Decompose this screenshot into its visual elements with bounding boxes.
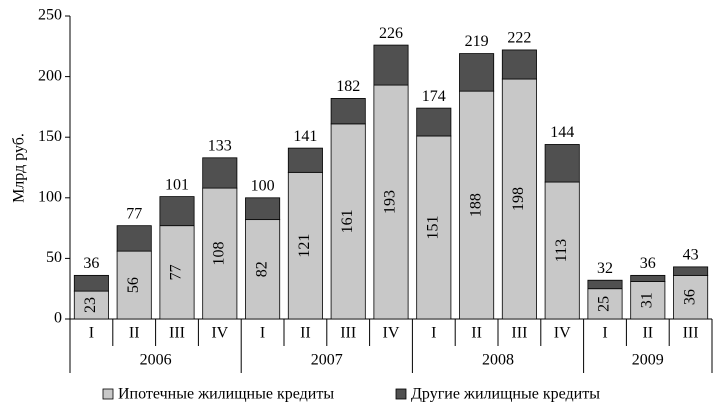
bar-segment xyxy=(159,196,195,227)
total-label: 36 xyxy=(83,255,99,272)
bar-segment xyxy=(501,78,537,320)
total-label: 174 xyxy=(422,88,446,105)
total-label: 219 xyxy=(465,33,489,50)
value-label: 108 xyxy=(210,242,227,266)
x-tick-label: I xyxy=(602,325,607,342)
bar-segment xyxy=(245,197,281,221)
total-label: 141 xyxy=(293,128,317,145)
x-tick-label: II xyxy=(300,325,311,342)
legend-swatch xyxy=(395,388,407,400)
total-label: 100 xyxy=(251,177,275,194)
value-label: 198 xyxy=(510,187,527,211)
bar-segment xyxy=(116,225,152,252)
value-label: 82 xyxy=(253,261,270,277)
value-label: 188 xyxy=(467,193,484,217)
bar-segment xyxy=(587,279,623,290)
y-tick-label: 200 xyxy=(38,67,62,84)
legend-label: Другие жилищные кредиты xyxy=(411,386,600,403)
total-label: 36 xyxy=(640,255,656,272)
y-tick-label: 0 xyxy=(54,310,62,327)
value-label: 25 xyxy=(596,296,613,312)
x-tick-label: III xyxy=(169,325,185,342)
bar-segment xyxy=(544,144,580,183)
bar-segment xyxy=(587,288,623,320)
bar-segment xyxy=(159,225,195,320)
total-label: 182 xyxy=(336,78,360,95)
y-axis-label: Млрд руб. xyxy=(11,133,28,203)
bar-segment xyxy=(630,274,666,282)
bar-segment xyxy=(459,90,495,320)
bar-segment xyxy=(501,49,537,80)
x-tick-label: I xyxy=(89,325,94,342)
bar-segment xyxy=(459,53,495,92)
x-tick-label: IV xyxy=(383,325,400,342)
x-tick-label: I xyxy=(431,325,436,342)
bar-segment xyxy=(73,274,109,292)
bar-segment xyxy=(202,157,238,189)
bar-segment xyxy=(673,266,709,276)
bar-segment xyxy=(373,84,409,320)
x-tick-label: II xyxy=(129,325,140,342)
x-tick-label: IV xyxy=(554,325,571,342)
bar-segment xyxy=(202,187,238,320)
x-tick-label: III xyxy=(340,325,356,342)
group-label: 2008 xyxy=(482,352,514,369)
value-label: 31 xyxy=(638,292,655,308)
value-label: 113 xyxy=(553,239,570,262)
bar-segment xyxy=(373,44,409,86)
value-label: 36 xyxy=(681,289,698,305)
x-tick-label: IV xyxy=(211,325,228,342)
value-label: 161 xyxy=(339,209,356,233)
x-tick-label: II xyxy=(642,325,653,342)
bar-segment xyxy=(330,98,366,125)
x-tick-label: III xyxy=(683,325,699,342)
legend-label: Ипотечные жилищные кредиты xyxy=(118,386,334,403)
value-label: 23 xyxy=(82,297,99,313)
total-label: 43 xyxy=(683,247,699,264)
y-tick-label: 50 xyxy=(46,249,62,266)
bar-segment xyxy=(544,181,580,320)
group-label: 2006 xyxy=(140,352,172,369)
total-label: 222 xyxy=(507,30,531,47)
value-label: 121 xyxy=(296,234,313,258)
value-label: 151 xyxy=(424,215,441,239)
x-tick-label: I xyxy=(260,325,265,342)
bar-segment xyxy=(73,290,109,320)
total-label: 32 xyxy=(597,260,613,277)
bar-segment xyxy=(416,135,452,320)
total-label: 101 xyxy=(165,176,189,193)
y-tick-label: 100 xyxy=(38,188,62,205)
bar-segment xyxy=(287,147,323,173)
x-tick-label: II xyxy=(471,325,482,342)
value-label: 56 xyxy=(125,277,142,293)
value-label: 193 xyxy=(382,190,399,214)
bar-segment xyxy=(416,107,452,137)
bar-segment xyxy=(245,219,281,320)
value-label: 77 xyxy=(168,264,185,280)
group-label: 2007 xyxy=(311,352,343,369)
y-tick-label: 250 xyxy=(38,7,62,24)
y-tick-label: 150 xyxy=(38,128,62,145)
total-label: 226 xyxy=(379,25,403,42)
group-label: 2009 xyxy=(632,352,664,369)
total-label: 77 xyxy=(126,205,142,222)
total-label: 144 xyxy=(550,124,574,141)
legend-swatch xyxy=(102,388,114,400)
x-tick-label: III xyxy=(511,325,527,342)
total-label: 133 xyxy=(208,137,232,154)
bar-segment xyxy=(116,250,152,320)
